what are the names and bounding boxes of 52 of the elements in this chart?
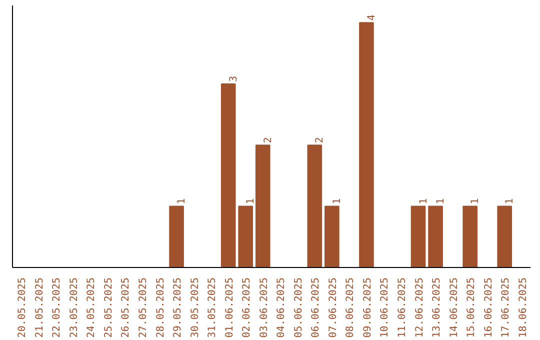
data-label: 3 <box>228 76 240 82</box>
x-tick-label: 17.06.2025 <box>500 277 512 338</box>
data-label: 1 <box>176 198 188 204</box>
x-tick-label: 12.06.2025 <box>414 277 426 338</box>
x-tick-label: 09.06.2025 <box>362 277 374 338</box>
data-label: 4 <box>366 14 378 21</box>
x-tick-label: 16.06.2025 <box>483 277 494 338</box>
x-tick-label: 02.06.2025 <box>242 277 253 338</box>
bar <box>428 206 443 268</box>
x-tick-label: 24.05.2025 <box>86 277 98 338</box>
bar <box>359 22 374 268</box>
x-tick-label: 31.05.2025 <box>207 277 218 338</box>
bar <box>255 144 270 268</box>
data-label: 1 <box>418 198 430 204</box>
data-label: 1 <box>246 198 257 204</box>
x-tick-label: 20.05.2025 <box>17 277 28 338</box>
data-label: 1 <box>470 198 482 204</box>
data-label: 1 <box>504 198 516 204</box>
x-tick-label: 13.06.2025 <box>432 277 443 338</box>
x-tick-label: 06.06.2025 <box>310 277 322 338</box>
x-tick-label: 08.06.2025 <box>345 277 356 338</box>
x-tick-label: 03.06.2025 <box>258 277 270 338</box>
x-tick-label: 27.05.2025 <box>138 277 149 338</box>
bar <box>307 144 322 268</box>
x-tick-label: 15.06.2025 <box>466 277 478 338</box>
bar <box>324 206 340 268</box>
bar <box>238 206 254 268</box>
x-tick-label: 28.05.2025 <box>155 277 166 338</box>
bar <box>497 206 512 268</box>
bar <box>169 206 184 268</box>
x-tick-label: 18.06.2025 <box>518 277 529 338</box>
data-label: 2 <box>314 137 326 144</box>
x-tick-label: 30.05.2025 <box>190 277 201 338</box>
bar <box>220 83 236 268</box>
data-label: 1 <box>436 198 447 204</box>
x-tick-label: 26.05.2025 <box>120 277 132 338</box>
bar <box>462 206 478 268</box>
x-tick-label: 25.05.2025 <box>103 277 114 338</box>
x-tick-label: 29.05.2025 <box>172 277 184 338</box>
x-tick-label: 04.06.2025 <box>276 277 288 338</box>
x-tick-label: 07.06.2025 <box>328 277 339 338</box>
x-tick-label: 23.05.2025 <box>68 277 80 338</box>
data-label: 1 <box>332 198 343 204</box>
x-tick-label: 05.06.2025 <box>293 277 304 338</box>
x-tick-label: 21.05.2025 <box>34 277 46 338</box>
x-tick-label: 01.06.2025 <box>224 277 236 338</box>
x-tick-label: 11.06.2025 <box>397 277 408 338</box>
data-label: 2 <box>262 137 274 144</box>
x-tick-label: 22.05.2025 <box>52 277 63 338</box>
x-tick-label: 10.06.2025 <box>380 277 391 338</box>
bar <box>410 206 426 268</box>
x-tick-label: 14.06.2025 <box>448 277 460 338</box>
